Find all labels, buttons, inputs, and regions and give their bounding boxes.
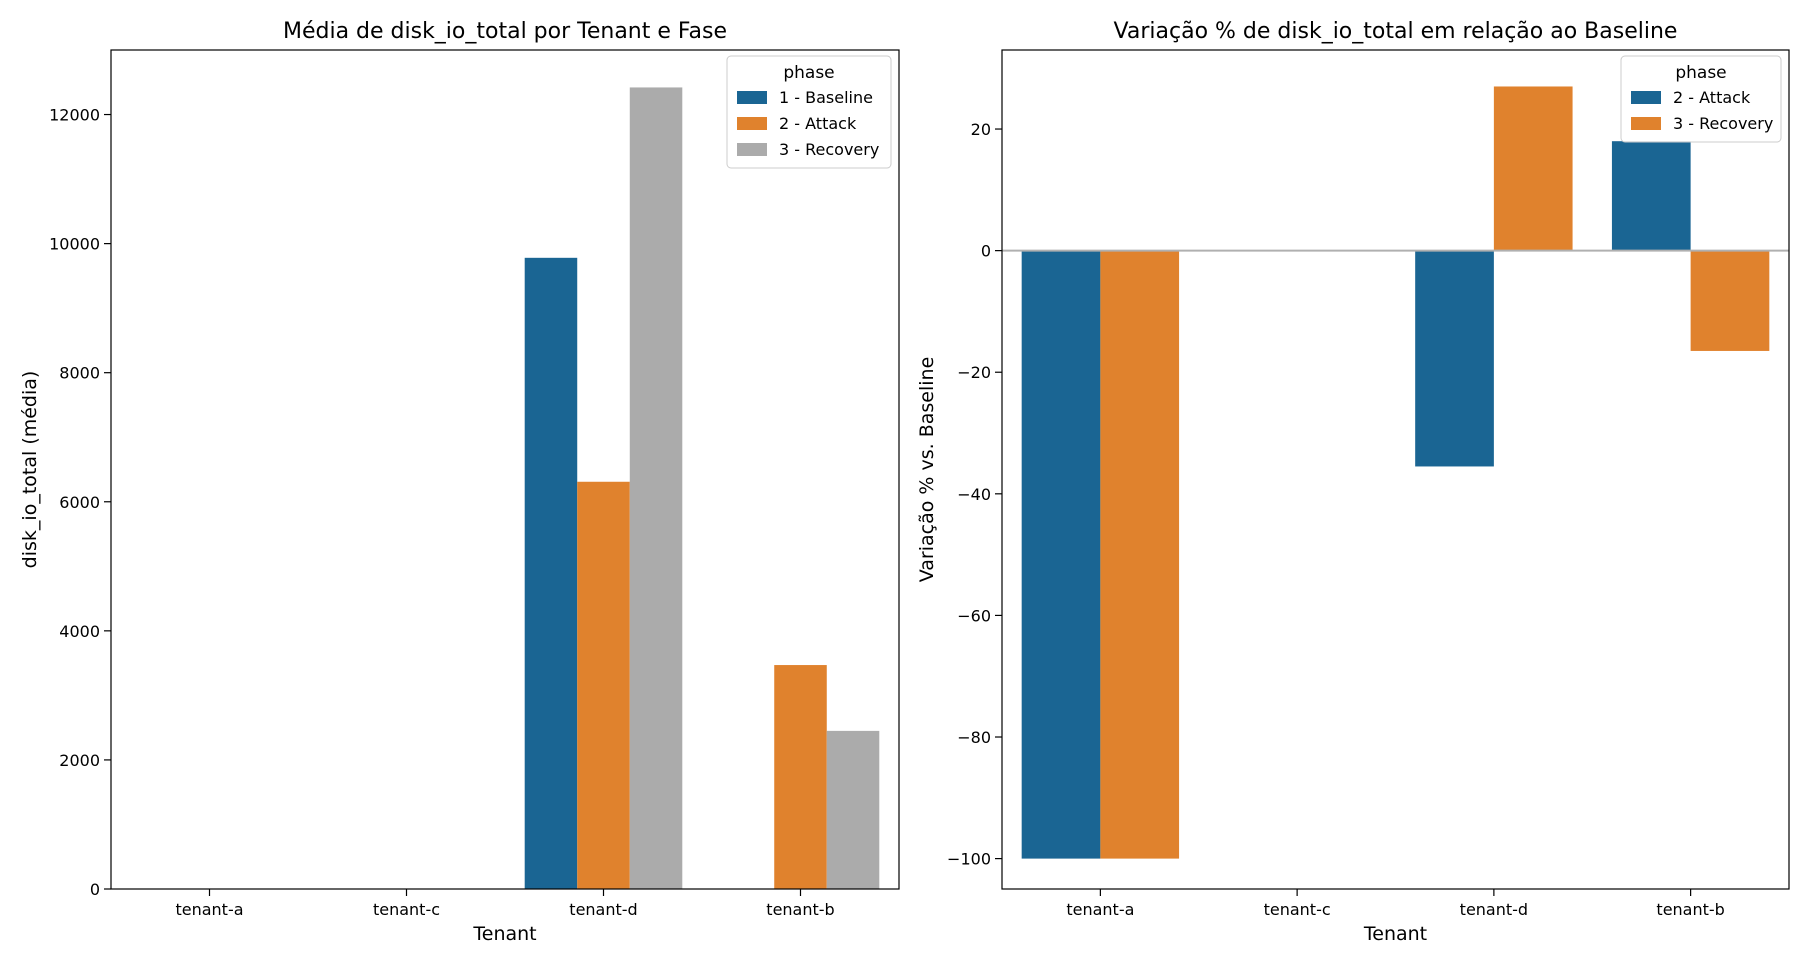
bar-tenant-d-series-2 <box>1493 86 1573 251</box>
y-tick-label: −40 <box>957 485 991 504</box>
y-tick-label: 10000 <box>49 235 100 254</box>
bar-tenant-a-series-2 <box>1100 250 1180 859</box>
x-tick-label: tenant-c <box>373 900 440 919</box>
bar-tenant-d-series-3 <box>629 87 683 889</box>
y-axis-label: disk_io_total (média) <box>19 371 41 569</box>
bar-tenant-d-series-2 <box>577 481 630 889</box>
y-tick-label: 4000 <box>59 622 100 641</box>
y-tick-label: 8000 <box>59 364 100 383</box>
legend: phase 1 - Baseline 2 - Attack 3 - Recovery <box>726 55 892 169</box>
y-tick-label: 12000 <box>49 106 100 125</box>
x-axis-label: Tenant <box>472 923 536 945</box>
legend-label: 2 - Attack <box>779 114 857 133</box>
y-ticks-group: −100 −80 −60 −40 −20 0 20 <box>947 120 1002 869</box>
chart-title: Média de disk_io_total por Tenant e Fase <box>283 19 727 44</box>
y-tick-label: 6000 <box>59 493 100 512</box>
bars-group <box>524 87 880 889</box>
bar-tenant-d-series-1 <box>1415 250 1494 467</box>
bar-tenant-a-series-1 <box>1021 250 1101 859</box>
x-tick-label: tenant-b <box>1656 900 1724 919</box>
legend-swatch <box>1631 91 1661 104</box>
y-tick-label: 20 <box>971 120 991 139</box>
plot-frame <box>1001 49 1790 890</box>
bar-tenant-b-series-1 <box>1611 141 1691 251</box>
legend-label: 1 - Baseline <box>779 88 873 107</box>
legend-swatch <box>1631 117 1661 130</box>
chart-title: Variação % de disk_io_total em relação a… <box>1114 19 1678 44</box>
x-tick-label: tenant-d <box>569 900 637 919</box>
y-tick-label: −100 <box>947 850 991 869</box>
y-tick-label: 0 <box>90 880 100 899</box>
plot-frame <box>110 49 900 890</box>
legend: phase 2 - Attack 3 - Recovery <box>1620 55 1782 143</box>
x-tick-label: tenant-a <box>1066 900 1134 919</box>
x-ticks-group: tenant-a tenant-c tenant-d tenant-b <box>1066 889 1725 919</box>
x-tick-label: tenant-a <box>175 900 243 919</box>
bar-tenant-b-series-3 <box>826 730 880 889</box>
y-tick-label: −60 <box>957 606 991 625</box>
y-axis-label: Variação % vs. Baseline <box>916 357 938 583</box>
x-tick-label: tenant-b <box>766 900 834 919</box>
x-ticks-group: tenant-a tenant-c tenant-d tenant-b <box>175 889 835 919</box>
legend-swatch <box>737 143 767 156</box>
legend-title: phase <box>1675 63 1726 83</box>
legend-title: phase <box>783 63 834 83</box>
legend-label: 2 - Attack <box>1673 88 1751 107</box>
legend-label: 3 - Recovery <box>779 140 879 159</box>
bar-tenant-d-series-1 <box>524 257 578 889</box>
y-tick-label: −80 <box>957 728 991 747</box>
legend-swatch <box>737 91 767 104</box>
x-tick-label: tenant-d <box>1460 900 1528 919</box>
y-ticks-group: 0 2000 4000 6000 8000 10000 12000 <box>49 106 111 899</box>
bar-tenant-b-series-2 <box>774 665 827 889</box>
y-tick-label: 0 <box>981 242 991 261</box>
legend-box <box>726 55 892 169</box>
legend-swatch <box>737 117 767 130</box>
y-tick-label: −20 <box>957 363 991 382</box>
bar-tenant-b-series-2 <box>1690 250 1770 351</box>
bars-group <box>1021 86 1770 859</box>
legend-label: 3 - Recovery <box>1673 114 1773 133</box>
x-axis-label: Tenant <box>1363 923 1427 945</box>
x-tick-label: tenant-c <box>1264 900 1331 919</box>
y-tick-label: 2000 <box>59 751 100 770</box>
